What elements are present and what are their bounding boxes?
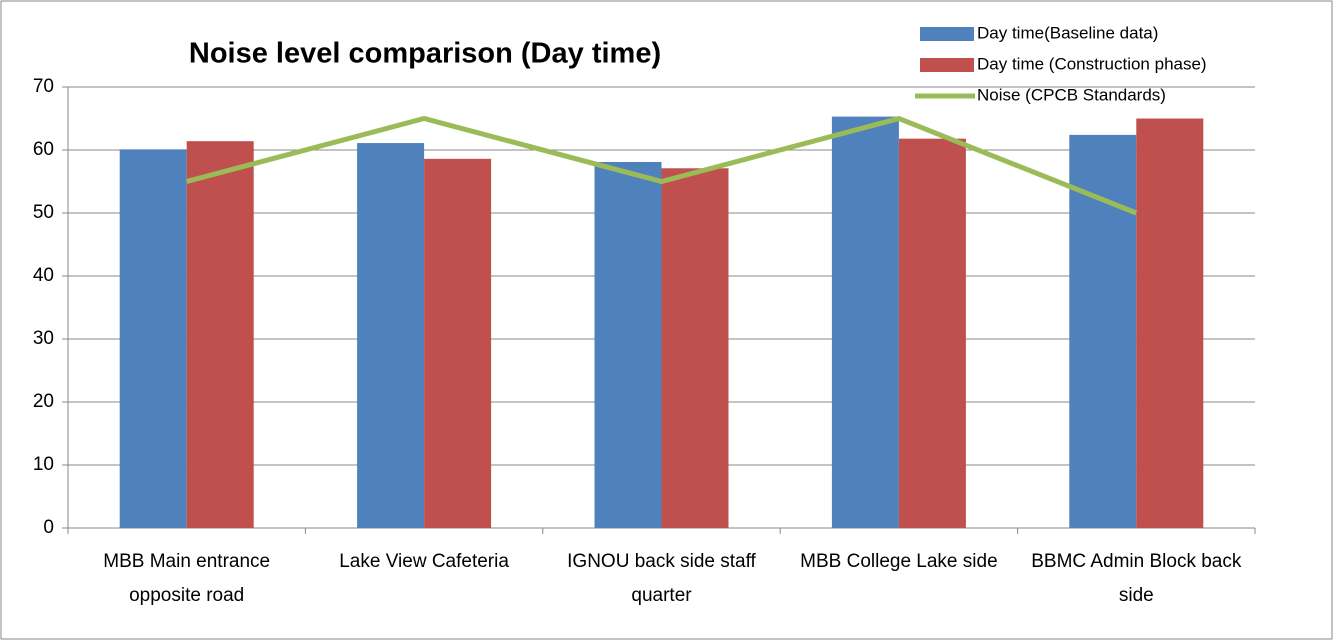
bar: [119, 149, 187, 528]
legend-label: Noise (CPCB Standards): [977, 85, 1166, 104]
x-tick-label: MBB College Lake side: [800, 551, 998, 572]
legend-label: Day time(Baseline data): [977, 23, 1158, 42]
x-tick-label: MBB Main entrance opposite road: [103, 551, 271, 606]
legend-swatch: [920, 27, 974, 41]
bar: [1136, 118, 1204, 528]
y-tick-label: 30: [33, 328, 54, 349]
bar: [898, 138, 966, 528]
bar: [661, 168, 729, 528]
x-tick-label: Lake View Cafeteria: [339, 551, 509, 572]
x-tick-label: IGNOU back side staff quarter: [567, 551, 756, 606]
y-tick-label: 60: [33, 139, 54, 160]
bar: [594, 161, 662, 528]
bar: [1069, 134, 1137, 528]
y-tick-label: 10: [33, 454, 54, 475]
x-tick-label: BBMC Admin Block back side: [1031, 551, 1242, 606]
bar: [186, 141, 254, 528]
y-tick-label: 20: [33, 391, 54, 412]
chart-title: Noise level comparison (Day time): [189, 38, 661, 70]
y-tick-label: 0: [43, 517, 54, 538]
line-series: [186, 115, 1138, 216]
bar: [831, 116, 899, 529]
bar: [424, 158, 492, 528]
legend-swatch: [920, 58, 974, 72]
y-tick-label: 70: [33, 76, 54, 97]
y-tick-label: 50: [33, 202, 54, 223]
y-tick-label: 40: [33, 265, 54, 286]
legend-label: Day time (Construction phase): [977, 54, 1207, 73]
bar: [357, 143, 425, 528]
